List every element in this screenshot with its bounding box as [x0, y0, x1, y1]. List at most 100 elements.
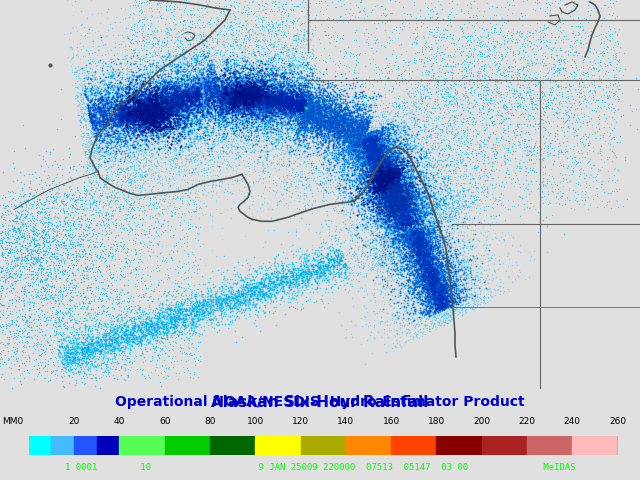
Point [291, 271, 301, 278]
Point [408, 248, 419, 255]
Point [327, 100, 337, 108]
Point [420, 220, 431, 228]
Point [405, 125, 415, 132]
Point [369, 298, 380, 306]
Point [145, 116, 156, 124]
Point [296, 97, 307, 105]
Point [384, 148, 394, 156]
Point [425, 255, 435, 263]
Point [205, 275, 215, 282]
Point [421, 304, 431, 312]
Point [389, 210, 399, 218]
Point [173, 194, 183, 202]
Point [89, 345, 99, 352]
Point [252, 282, 262, 290]
Point [201, 73, 211, 81]
Point [289, 130, 300, 138]
Point [319, 123, 329, 131]
Point [50, 275, 60, 283]
Point [242, 278, 252, 286]
Point [383, 180, 394, 187]
Point [141, 315, 151, 323]
Point [218, 140, 228, 148]
Point [603, 167, 613, 175]
Point [429, 288, 439, 295]
Point [429, 310, 440, 317]
Point [182, 102, 192, 109]
Point [414, 233, 424, 240]
Point [298, 113, 308, 121]
Point [208, 55, 218, 63]
Point [113, 166, 124, 173]
Point [126, 113, 136, 121]
Point [297, 156, 307, 163]
Point [200, 125, 211, 133]
Point [342, 157, 353, 165]
Point [236, 69, 246, 76]
Point [298, 82, 308, 90]
Point [180, 130, 190, 138]
Point [0, 292, 6, 300]
Point [0, 348, 6, 355]
Point [344, 132, 355, 139]
Point [378, 124, 388, 132]
Point [260, 60, 270, 68]
Point [351, 186, 362, 193]
Point [444, 255, 454, 263]
Point [474, 274, 484, 281]
Point [358, 210, 369, 218]
Point [61, 353, 71, 360]
Point [300, 91, 310, 98]
Point [262, 291, 273, 299]
Point [262, 112, 272, 120]
Point [200, 104, 211, 112]
Point [3, 354, 13, 362]
Point [301, 184, 311, 192]
Point [122, 94, 132, 102]
Point [392, 276, 402, 284]
Point [404, 263, 415, 271]
Point [104, 265, 114, 273]
Point [88, 123, 98, 131]
Point [143, 91, 153, 99]
Point [169, 155, 179, 162]
Point [349, 177, 360, 184]
Point [90, 111, 100, 119]
Point [393, 175, 403, 183]
Point [404, 328, 415, 336]
Point [243, 83, 253, 91]
Point [412, 215, 422, 223]
Point [91, 115, 101, 123]
Point [104, 114, 115, 121]
Point [80, 148, 90, 156]
Point [218, 93, 228, 101]
Point [413, 214, 424, 222]
Point [408, 210, 418, 217]
Point [97, 127, 108, 134]
Point [103, 369, 113, 376]
Point [430, 248, 440, 255]
Point [403, 242, 413, 250]
Point [415, 315, 425, 323]
Point [69, 68, 79, 76]
Point [368, 143, 378, 150]
Point [454, 44, 465, 51]
Point [326, 108, 337, 116]
Point [425, 250, 435, 257]
Point [229, 111, 239, 119]
Point [75, 121, 85, 129]
Point [253, 77, 264, 84]
Point [144, 68, 154, 75]
Point [314, 128, 324, 135]
Point [354, 104, 364, 112]
Point [434, 240, 444, 248]
Point [270, 83, 280, 91]
Point [414, 252, 424, 260]
Point [172, 119, 182, 126]
Point [5, 239, 15, 246]
Point [389, 209, 399, 216]
Point [212, 77, 222, 85]
Point [424, 265, 435, 273]
Point [239, 78, 250, 86]
Point [255, 104, 266, 112]
